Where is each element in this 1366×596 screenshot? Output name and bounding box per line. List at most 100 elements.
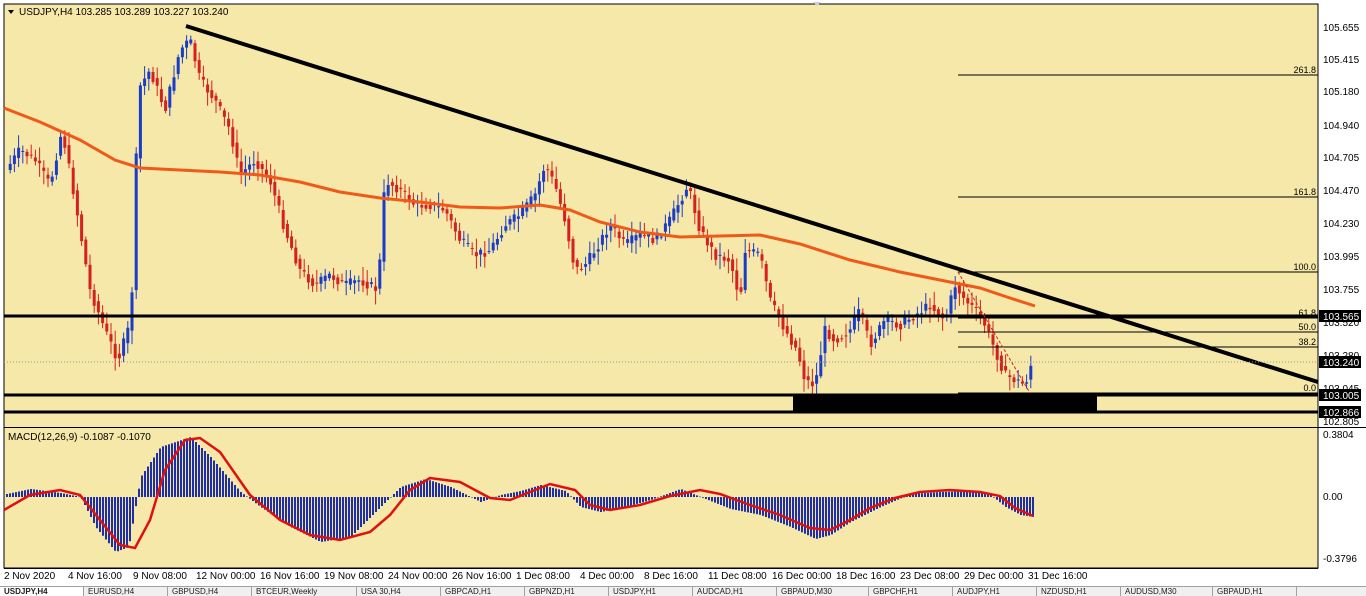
- price-tag-103565: [1319, 310, 1361, 322]
- candle-body: [46, 174, 50, 179]
- tab-gbpnzd-h1[interactable]: GBPNZD,H1: [525, 587, 609, 596]
- macd-bar: [435, 482, 437, 497]
- macd-bar: [279, 497, 281, 520]
- price-tag-102866: [1319, 406, 1361, 418]
- macd-bar: [312, 497, 314, 538]
- macd-bar: [330, 497, 332, 541]
- time-axis[interactable]: 2 Nov 2020 4 Nov 16:00 9 Nov 08:00 12 No…: [4, 571, 1088, 582]
- candle-body: [122, 338, 126, 356]
- macd-bar: [699, 496, 701, 498]
- candle-body: [441, 207, 445, 211]
- candle-body: [722, 256, 726, 261]
- macd-bar: [123, 497, 125, 549]
- candle-body: [260, 164, 264, 170]
- macd-bar: [507, 493, 509, 497]
- candle-body: [176, 57, 180, 74]
- tab-usdjpy-h1[interactable]: USDJPY,H1: [609, 587, 693, 596]
- macd-bar: [114, 497, 116, 551]
- macd-bar: [30, 489, 32, 497]
- macd-bar: [804, 497, 806, 534]
- candle-body: [894, 322, 898, 328]
- tab-usa-30-h4[interactable]: USA 30,H4: [357, 587, 441, 596]
- price-tick: 105.180: [1323, 87, 1360, 98]
- tab-audcad-h1[interactable]: AUDCAD,H1: [693, 587, 777, 596]
- macd-bar: [321, 497, 323, 542]
- tab-btceur-weekly[interactable]: BTCEUR,Weekly: [252, 587, 357, 596]
- macd-bar: [609, 497, 611, 511]
- tab-audjpy-h1[interactable]: AUDJPY,H1: [953, 587, 1037, 596]
- tab-eurusd-h4[interactable]: EURUSD,H4: [84, 587, 168, 596]
- candle-body: [138, 85, 142, 159]
- price-tag-103005: [1319, 389, 1361, 401]
- candle-body: [264, 169, 268, 176]
- macd-bar: [564, 490, 566, 497]
- shift-marker-icon[interactable]: [813, 2, 821, 6]
- macd-bar: [636, 497, 638, 504]
- candle-body: [743, 252, 747, 290]
- macd-bar: [318, 497, 320, 541]
- candle-body: [67, 145, 71, 164]
- triangle-down-icon[interactable]: [8, 10, 14, 14]
- price-axis[interactable]: 105.655 105.415 105.180 104.940 104.705 …: [1319, 23, 1361, 428]
- macd-bar: [957, 491, 959, 497]
- macd-bar: [429, 480, 431, 497]
- tab-gbpaud-h1[interactable]: GBPAUD,H1: [1213, 587, 1297, 596]
- macd-bar: [399, 488, 401, 497]
- macd-bar: [963, 491, 965, 497]
- tab-gbpchf-h1[interactable]: GBPCHF,H1: [869, 587, 953, 596]
- tab-nzdusd-h1[interactable]: NZDUSD,H1: [1037, 587, 1121, 596]
- tab-usdjpy-h4[interactable]: USDJPY,H4: [0, 587, 84, 596]
- macd-bar: [66, 494, 68, 497]
- macd-bar: [834, 497, 836, 533]
- candle-body: [638, 232, 642, 238]
- candle-body: [75, 190, 79, 216]
- macd-bar: [360, 497, 362, 527]
- macd-bar: [105, 497, 107, 540]
- macd-bar: [198, 445, 200, 497]
- macd-bar: [225, 474, 227, 497]
- macd-bar: [816, 497, 818, 539]
- macd-bar: [159, 448, 161, 497]
- macd-bar: [387, 497, 389, 500]
- macd-bar: [660, 496, 662, 497]
- candle-body: [630, 235, 634, 244]
- price-tick: 103.995: [1323, 252, 1360, 263]
- candle-body: [886, 316, 890, 322]
- candle-body: [710, 242, 714, 247]
- candle-body: [311, 278, 315, 286]
- support-zone-rectangle[interactable]: [793, 395, 1097, 412]
- macd-bar: [510, 493, 512, 497]
- macd-bar: [726, 497, 728, 508]
- macd-bar: [450, 487, 452, 497]
- fibonacci-retracement[interactable]: 261.8 161.8 100.0 61.8 50.0 38.2 0.0: [957, 65, 1318, 394]
- tab-audusd-m30[interactable]: AUDUSD,M30: [1121, 587, 1213, 596]
- candle-body: [84, 239, 88, 265]
- tab-gbpcad-h1[interactable]: GBPCAD,H1: [441, 587, 525, 596]
- macd-bar: [570, 496, 572, 497]
- tab-gbpusd-h4[interactable]: GBPUSD,H4: [168, 587, 252, 596]
- macd-bar: [366, 497, 368, 521]
- candle-body: [932, 305, 936, 311]
- chart-tab-bar[interactable]: USDJPY,H4 EURUSD,H4 GBPUSD,H4 BTCEUR,Weekly…: [0, 586, 1366, 596]
- candle-body: [151, 72, 155, 82]
- macd-bar: [120, 497, 122, 551]
- candle-body: [676, 205, 680, 213]
- descending-trendline[interactable]: [185, 24, 1319, 384]
- macd-bar: [432, 481, 434, 497]
- price-chart-area[interactable]: [4, 4, 1318, 427]
- macd-bar: [261, 497, 263, 508]
- macd-bar: [354, 497, 356, 533]
- candle-body: [273, 182, 277, 196]
- macd-bar: [861, 497, 863, 517]
- macd-bar: [438, 483, 440, 497]
- candle-body: [592, 253, 596, 258]
- candle-body: [277, 196, 281, 206]
- candle-body: [651, 237, 655, 243]
- candle-body: [336, 277, 340, 285]
- tab-gbpaud-m30[interactable]: GBPAUD,M30: [777, 587, 869, 596]
- macd-bar: [849, 497, 851, 523]
- candle-body: [777, 309, 781, 318]
- macd-bar: [132, 497, 134, 524]
